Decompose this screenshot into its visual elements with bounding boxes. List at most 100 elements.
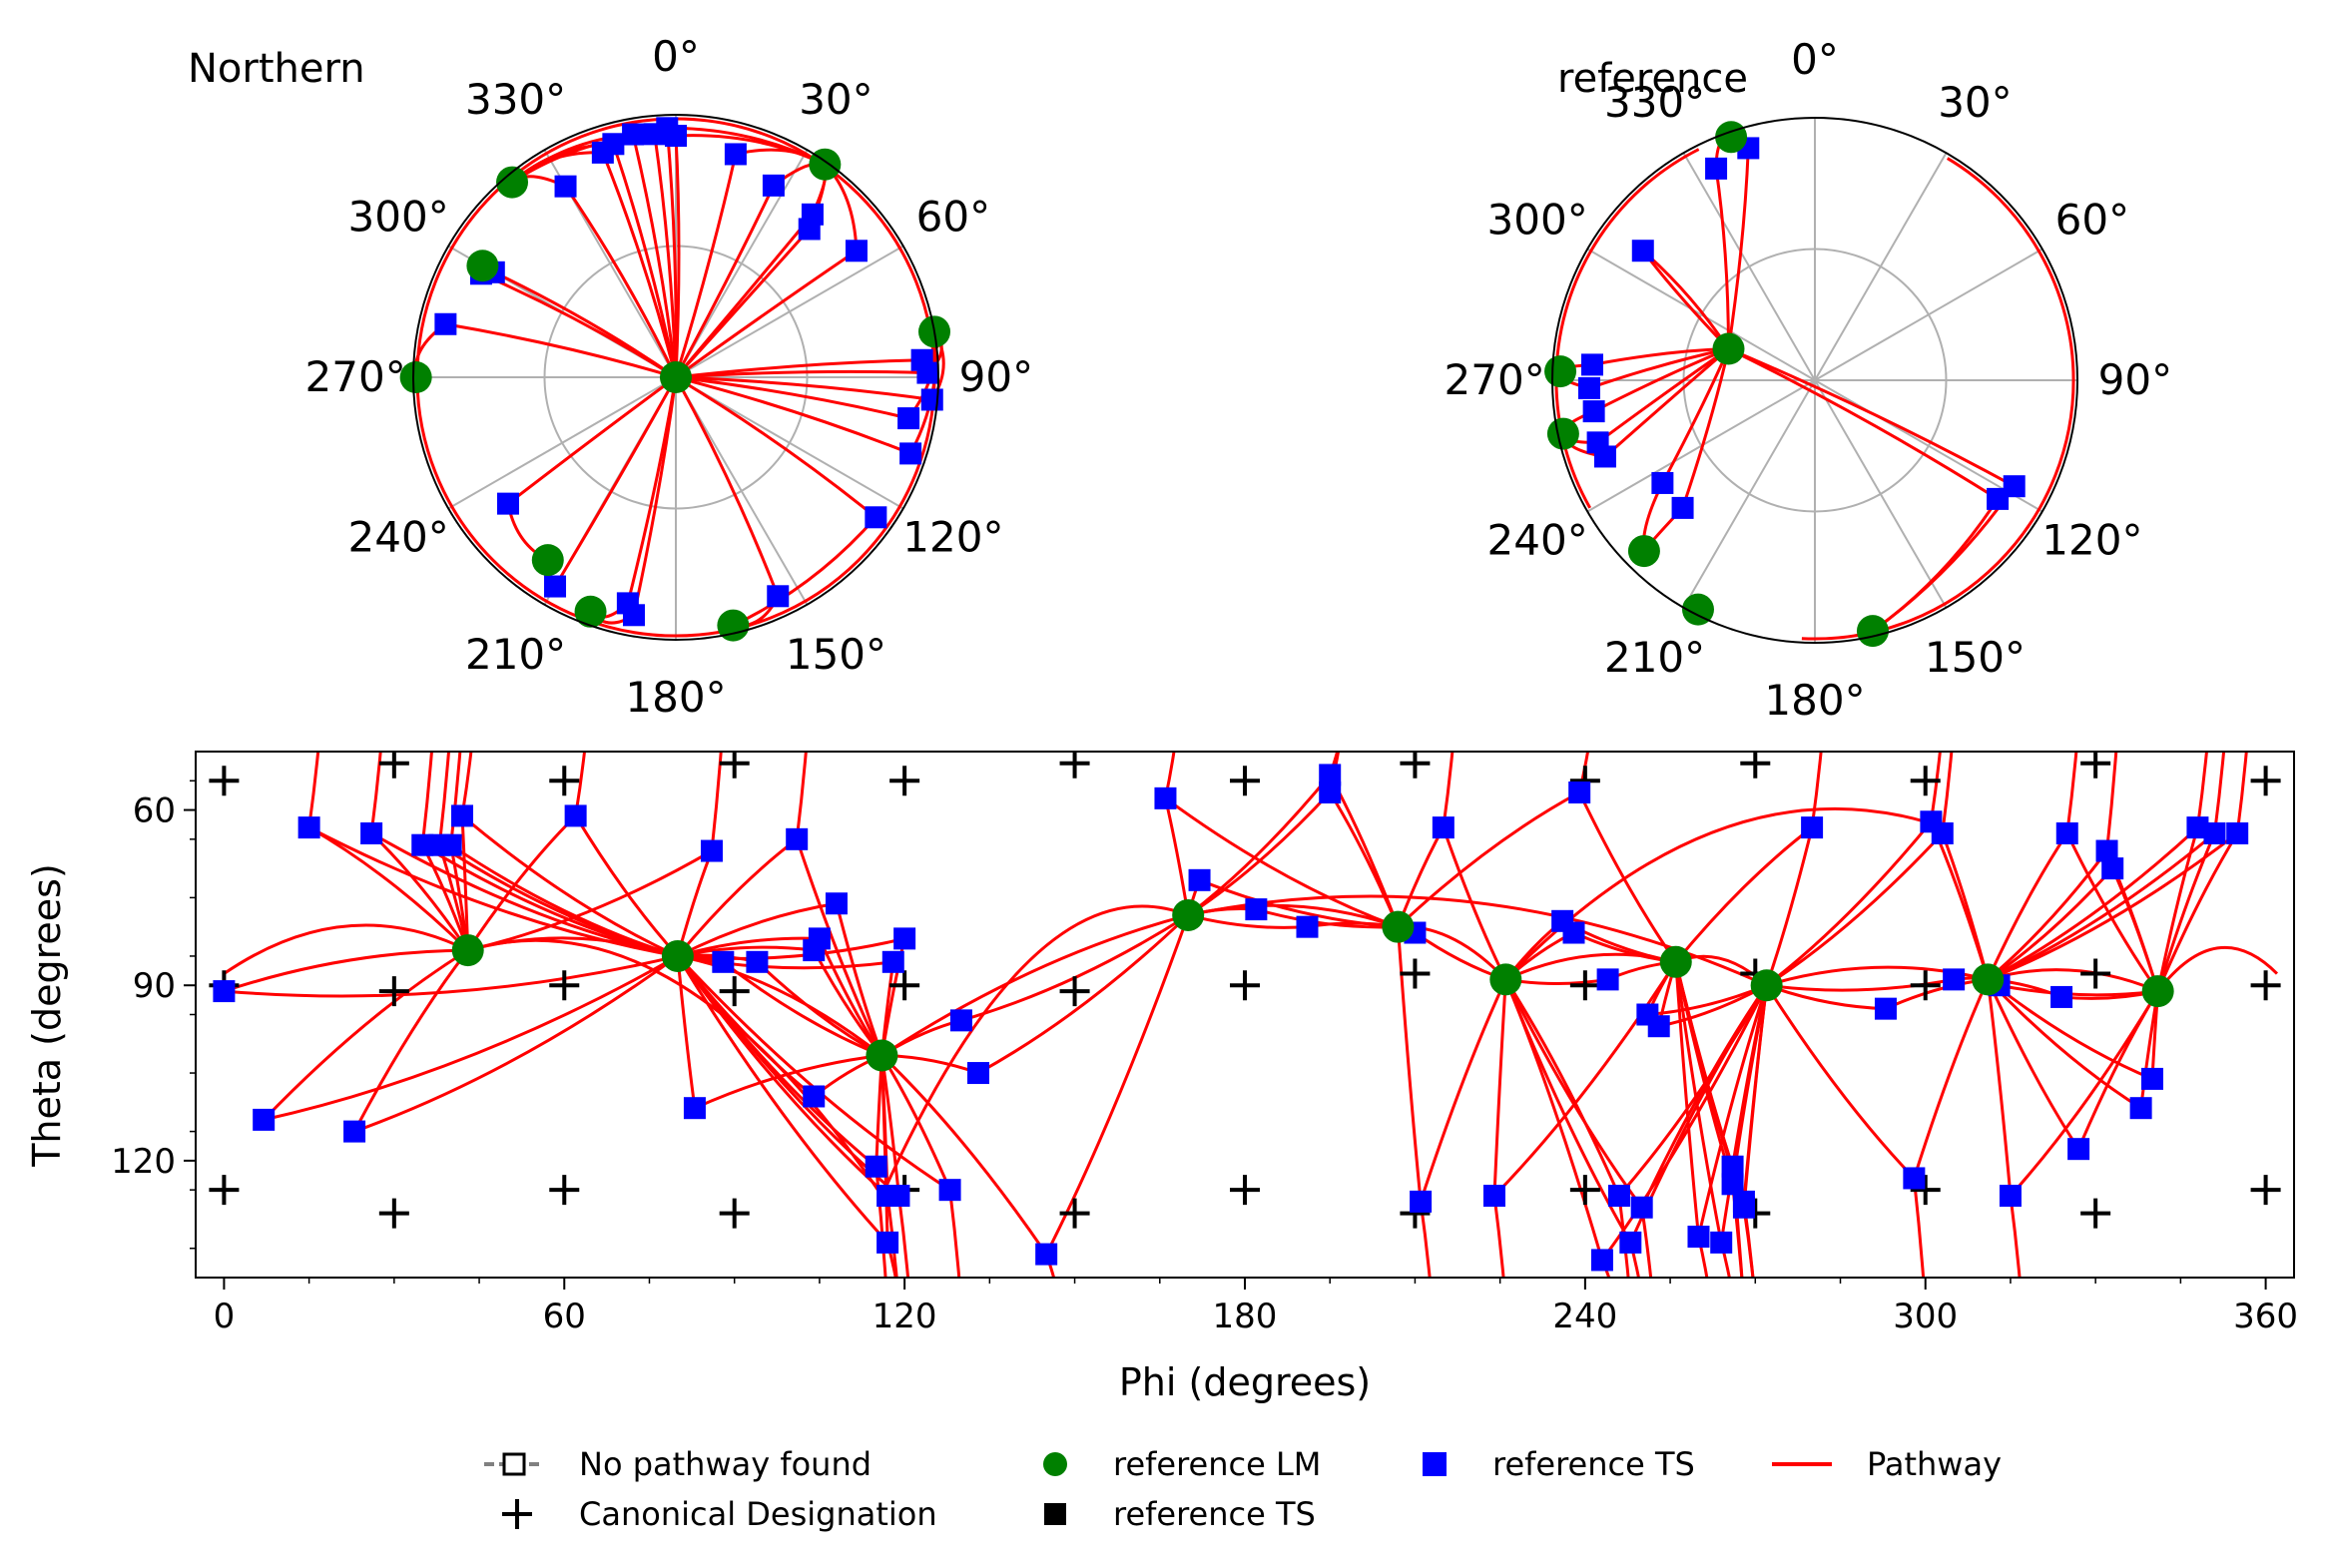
pathway-line <box>1727 347 1999 501</box>
ts-marker <box>803 1085 826 1108</box>
ts-marker <box>1647 1015 1670 1038</box>
ts-marker <box>1721 1155 1744 1178</box>
legend-entry-no-pathway: No pathway found <box>484 1445 872 1483</box>
legend-label-reference-lm: reference LM <box>1113 1445 1321 1483</box>
ts-marker <box>865 506 887 529</box>
ts-marker <box>360 821 383 844</box>
legend-label-canonical: Canonical Designation <box>579 1495 937 1533</box>
legend-label-pathway: Pathway <box>1867 1445 2002 1483</box>
pathway-line <box>653 134 678 378</box>
canonical-marker <box>1400 752 1431 779</box>
lm-marker <box>466 250 499 282</box>
ts-marker <box>2203 821 2226 844</box>
pathway-line <box>1727 347 2016 488</box>
lm-marker <box>866 1039 898 1072</box>
ts-marker <box>938 1179 961 1202</box>
pathway-line <box>1872 498 2000 633</box>
pathway-line <box>631 134 678 378</box>
pathway-line <box>461 814 679 958</box>
lm-marker <box>1172 898 1205 931</box>
ts-marker <box>1931 821 1954 844</box>
pathway-line <box>445 322 677 379</box>
pathway-line <box>307 825 469 952</box>
lm-marker <box>1659 945 1692 978</box>
ts-marker <box>1432 816 1454 839</box>
pathway-line <box>466 814 577 951</box>
lm-marker <box>1546 417 1579 450</box>
ts-marker <box>1721 1173 1744 1196</box>
pathway-line <box>1987 831 2239 981</box>
lm-marker <box>717 609 750 642</box>
lm-marker <box>451 934 484 967</box>
canonical-marker <box>1230 1175 1260 1206</box>
ts-marker <box>411 833 434 856</box>
pathway-line <box>874 1166 887 1278</box>
polar-grid-spoke <box>1586 248 1816 381</box>
canonical-marker <box>549 1175 580 1206</box>
pathway-line <box>880 1054 1048 1256</box>
ts-marker <box>554 175 577 198</box>
pathway-line <box>675 375 909 420</box>
pathway-line <box>1492 960 1678 1198</box>
pathway-line <box>611 143 678 378</box>
ts-marker <box>602 133 625 156</box>
polar-tick-label: 270° <box>1445 355 1545 404</box>
ts-marker <box>1874 997 1897 1020</box>
y-tick-label: 60 <box>133 791 176 831</box>
ts-marker <box>845 240 868 262</box>
lm-marker <box>1856 615 1889 648</box>
pathway-line <box>675 250 858 379</box>
ts-marker <box>656 117 679 140</box>
pathway-line <box>674 185 776 378</box>
pathway-line <box>1187 790 1332 917</box>
pathway-line <box>674 376 780 597</box>
x-tick-label: 180 <box>1213 1297 1278 1336</box>
ts-marker <box>1577 376 1600 399</box>
canonical-marker <box>1569 1175 1600 1206</box>
lm-marker <box>1681 593 1714 626</box>
ts-marker <box>1987 487 2010 510</box>
polar-tick-label: 30° <box>799 75 873 124</box>
x-tick-label: 120 <box>873 1297 937 1336</box>
pathway-line <box>263 948 469 1121</box>
pathway-line <box>224 954 679 998</box>
ts-marker <box>1801 816 1824 839</box>
pathway-line <box>1504 952 1677 981</box>
pathway-line <box>1504 978 1621 1197</box>
pathway-line <box>977 913 1190 1075</box>
pathway-line <box>263 954 679 1122</box>
ts-marker <box>1590 1249 1613 1272</box>
ts-marker <box>2050 985 2073 1008</box>
pathway-line <box>676 955 697 1109</box>
pathway-line <box>1727 148 1750 349</box>
polar-title-reference: reference <box>1557 56 1748 102</box>
pathway-line <box>1987 831 2216 981</box>
pathway-line <box>2156 832 2239 992</box>
lm-marker <box>660 361 692 393</box>
pathway-line <box>574 814 680 957</box>
pathway-line <box>1987 826 2199 981</box>
ts-marker <box>2067 1138 2090 1161</box>
pathway-line <box>352 949 469 1133</box>
lm-marker <box>574 595 607 628</box>
polar-frame-northern <box>412 114 939 641</box>
ts-marker <box>1482 1185 1505 1208</box>
pathway-line <box>665 128 678 378</box>
pathway-line <box>795 838 883 1057</box>
pathway-line <box>1765 820 1933 987</box>
ts-marker <box>1687 1226 1710 1249</box>
polar-tick-label: 60° <box>916 193 990 242</box>
canonical-marker <box>1230 970 1260 1001</box>
ts-marker <box>808 927 831 950</box>
ts-marker <box>451 804 474 827</box>
ts-marker <box>564 804 587 827</box>
pathway-line <box>677 954 893 970</box>
canonical-marker <box>719 1198 750 1229</box>
canonical-marker <box>1230 766 1260 796</box>
ts-marker <box>1580 353 1603 376</box>
pathway-line <box>675 358 922 379</box>
pathway-line <box>449 843 679 958</box>
ts-marker <box>1154 786 1177 809</box>
ts-marker <box>881 950 904 973</box>
pathway-line <box>2110 867 2160 992</box>
